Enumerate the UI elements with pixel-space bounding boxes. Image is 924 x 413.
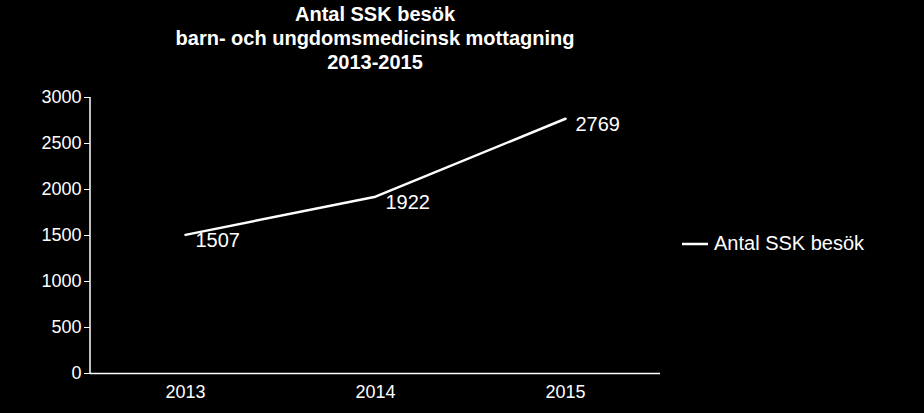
- svg-text:0: 0: [71, 363, 81, 383]
- svg-text:2000: 2000: [41, 179, 81, 199]
- html-text:2013-2015: 2013-2015: [327, 51, 423, 73]
- html-text:Antal SSK besök: Antal SSK besök: [295, 3, 455, 25]
- svg-text:2014: 2014: [355, 382, 395, 402]
- svg-text:3000: 3000: [41, 87, 81, 107]
- svg-text:2500: 2500: [41, 133, 81, 153]
- svg-text:2769: 2769: [576, 113, 621, 135]
- svg-text:500: 500: [51, 317, 81, 337]
- svg-text:1500: 1500: [41, 225, 81, 245]
- svg-text:1922: 1922: [386, 191, 431, 213]
- svg-text:2013: 2013: [165, 382, 205, 402]
- html-text:Antal SSK besök: Antal SSK besök: [714, 232, 865, 254]
- svg-text:1507: 1507: [196, 229, 241, 251]
- svg-text:1000: 1000: [41, 271, 81, 291]
- html-text:barn- och ungdomsmedicinsk mot: barn- och ungdomsmedicinsk mottagning: [175, 27, 575, 49]
- svg-text:2015: 2015: [545, 382, 585, 402]
